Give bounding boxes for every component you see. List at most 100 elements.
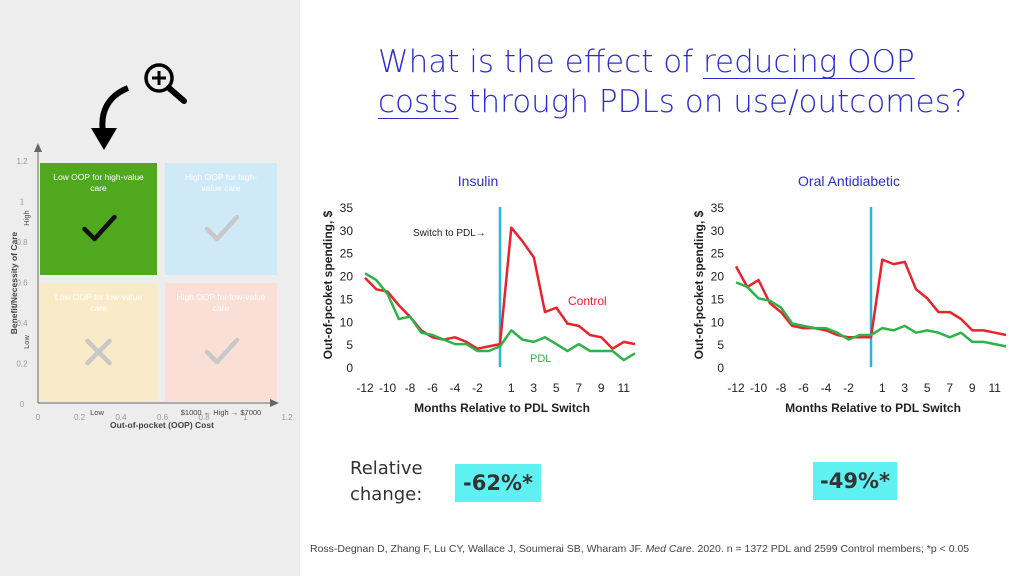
series-line-pdl — [364, 272, 636, 362]
quadrant-ytick: 0 — [20, 400, 25, 409]
check-icon — [204, 337, 240, 365]
quadrant-cell-label-2: care — [90, 183, 107, 193]
xtick-label: 1 — [879, 381, 886, 395]
citation-rest: . 2020. n = 1372 PDL and 2599 Control me… — [691, 543, 970, 555]
chart-xlabel: Months Relative to PDL Switch — [785, 401, 961, 415]
quadrant-x-range: $1000 ← High → $7000 — [181, 408, 261, 417]
ytick-label: 20 — [711, 270, 725, 284]
ytick-label: 15 — [340, 292, 354, 306]
quadrant-cell-label-1: Low OOP for high-value — [53, 172, 144, 182]
citation-authors: Ross-Degnan D, Zhang F, Lu CY, Wallace J… — [310, 543, 646, 555]
quadrant-cell-2 — [165, 163, 277, 275]
legend-control: Control — [568, 294, 607, 308]
series-line-control — [734, 258, 1007, 339]
quadrant-ytick: 0.2 — [16, 360, 28, 369]
xtick-label: 5 — [924, 381, 931, 395]
xtick-label: -8 — [776, 381, 787, 395]
quadrant-xtick: 0.6 — [157, 413, 169, 422]
quadrant-ytick: 0.4 — [16, 319, 28, 328]
xtick-label: -10 — [750, 381, 768, 395]
ytick-label: 5 — [346, 338, 353, 352]
title-part-2: through PDLs on use/outcomes? — [458, 84, 968, 120]
quadrant-y-low: Low — [22, 335, 31, 349]
title-underlined-1: reducing OOP — [702, 44, 915, 80]
xtick-label: 7 — [575, 381, 582, 395]
xtick-label: 1 — [508, 381, 515, 395]
legend-pdl: PDL — [530, 353, 551, 365]
xtick-label: -6 — [427, 381, 438, 395]
quadrant-cell-label-2: value care — [201, 183, 240, 193]
xtick-label: -10 — [379, 381, 397, 395]
ytick-label: 10 — [711, 315, 725, 329]
xtick-label: 9 — [969, 381, 976, 395]
quadrant-x-low: Low — [90, 408, 104, 417]
quadrant-cell-label-1: High OOP for high- — [185, 172, 257, 182]
xtick-label: 5 — [553, 381, 560, 395]
xtick-label: -4 — [450, 381, 461, 395]
xtick-label: -6 — [798, 381, 809, 395]
ytick-label: 25 — [711, 247, 725, 261]
relative-label-line-1: Relative — [350, 458, 423, 479]
ytick-label: 5 — [717, 338, 724, 352]
quadrant-cell-4 — [165, 283, 277, 401]
quadrant-xtick: 0.4 — [115, 413, 127, 422]
ytick-label: 0 — [346, 361, 353, 375]
quadrant-xtick: 1 — [243, 413, 248, 422]
citation: Ross-Degnan D, Zhang F, Lu CY, Wallace J… — [310, 542, 990, 557]
xtick-label: 3 — [530, 381, 537, 395]
ytick-label: 30 — [340, 224, 354, 238]
quadrant-cell-label-2: care — [90, 303, 107, 313]
quadrant-cell-label-1: Low OOP for low-value — [55, 292, 143, 302]
ytick-label: 30 — [711, 224, 725, 238]
quadrant-ytick: 1 — [20, 198, 25, 207]
ytick-label: 20 — [340, 270, 354, 284]
chart-title: Insulin — [458, 173, 498, 189]
xtick-label: -4 — [821, 381, 832, 395]
xtick-label: -2 — [472, 381, 483, 395]
quadrant-cell-label-1: High OOP for low-value — [176, 292, 265, 302]
check-icon — [204, 214, 240, 242]
ytick-label: 0 — [717, 361, 724, 375]
xtick-label: -2 — [843, 381, 854, 395]
relative-label-line-2: change: — [350, 484, 423, 505]
check-icon — [82, 214, 117, 242]
quadrant-cell-label-2: care — [213, 303, 230, 313]
chart-title: Oral Antidiabetic — [798, 173, 900, 189]
quadrant-xtick: 0.2 — [74, 413, 86, 422]
title-part-1: What is the effect of — [378, 44, 703, 80]
quadrant-xtick: 0.8 — [198, 413, 210, 422]
ytick-label: 10 — [340, 315, 354, 329]
quadrant-xlabel: Out-of-pocket (OOP) Cost — [110, 420, 214, 430]
relative-change-label: Relative change: — [350, 456, 423, 508]
xtick-label: -12 — [356, 381, 374, 395]
xtick-label: 9 — [598, 381, 605, 395]
switch-annotation: Switch to PDL→ — [413, 228, 486, 239]
quadrant-ylabel: Benefit/Necessity of Care — [9, 231, 19, 334]
quadrant-ytick: 0.8 — [16, 238, 28, 247]
title-underlined-2: costs — [378, 84, 459, 120]
quadrant-ytick: 1.2 — [16, 157, 28, 166]
quadrant-cell-1 — [40, 163, 157, 275]
curved-arrow-icon — [91, 85, 130, 150]
quadrant-y-high: High — [22, 210, 31, 225]
zoom-in-icon — [144, 63, 187, 104]
ytick-label: 35 — [711, 201, 725, 215]
insulin-relative-change: -62%* — [455, 464, 541, 502]
ytick-label: 15 — [711, 292, 725, 306]
cross-icon — [85, 338, 112, 366]
xtick-label: 11 — [618, 381, 631, 395]
quadrant-xtick: 1.2 — [281, 413, 293, 422]
quadrant-cell-3 — [40, 283, 157, 401]
xtick-label: 3 — [901, 381, 908, 395]
xtick-label: -12 — [727, 381, 745, 395]
chart-ylabel: Out-of-pcoket spending, $ — [321, 210, 335, 359]
xtick-label: -8 — [405, 381, 416, 395]
quadrant-ytick: 0.6 — [16, 279, 28, 288]
page-title: What is the effect of reducing OOP costs … — [378, 42, 978, 122]
xtick-label: 11 — [989, 381, 1002, 395]
ytick-label: 35 — [340, 201, 354, 215]
